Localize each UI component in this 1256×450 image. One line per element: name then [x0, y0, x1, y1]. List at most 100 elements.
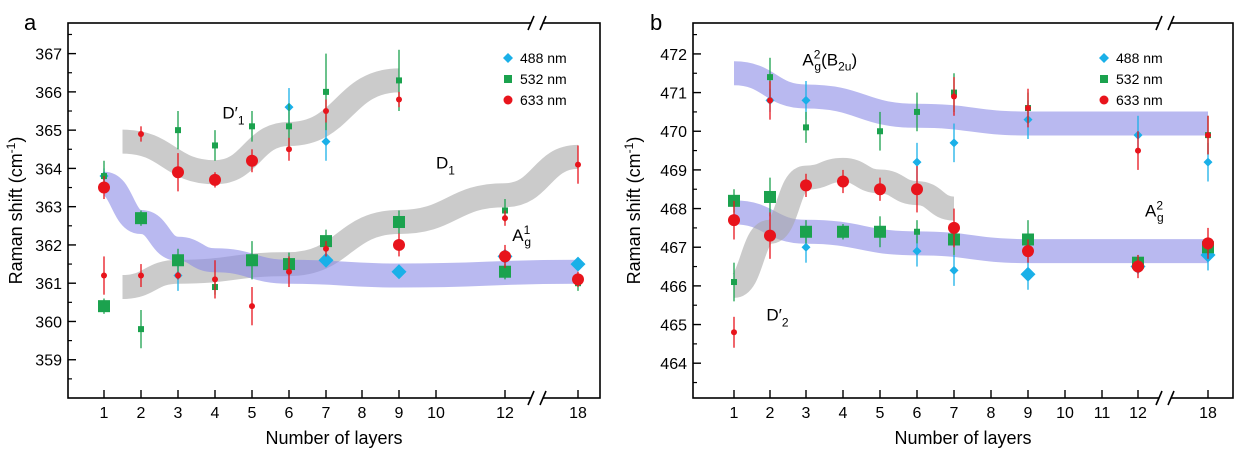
annotation-A2gB2u: A2 g(B2u) [802, 48, 857, 74]
legend-marker [1100, 75, 1108, 83]
x-tick-label: 9 [395, 405, 404, 422]
x-tick-label: 2 [137, 405, 146, 422]
data-point [323, 88, 329, 95]
legend-label: 488 nm [520, 50, 567, 66]
data-point [246, 154, 258, 167]
y-tick-label: 471 [660, 86, 687, 103]
annotation-A1g: A1 g [512, 223, 531, 249]
y-tick-label: 470 [660, 124, 687, 141]
data-point [800, 225, 812, 238]
data-point [172, 166, 184, 179]
x-tick-label: 6 [913, 405, 922, 422]
data-point [212, 142, 218, 149]
legend-label: 532 nm [1116, 71, 1163, 87]
plot-frame [67, 22, 601, 399]
axis-break-mark [539, 390, 547, 406]
data-point [175, 272, 181, 279]
legend-marker [503, 95, 513, 105]
data-point [138, 130, 144, 137]
axis-break-mark [1155, 15, 1163, 31]
x-tick-label: 10 [1056, 405, 1074, 422]
x-tick-label: 8 [987, 405, 996, 422]
data-point [948, 221, 960, 234]
data-point [728, 214, 740, 227]
data-point [499, 250, 511, 263]
data-point [396, 96, 402, 103]
data-point [764, 229, 776, 242]
data-point [138, 326, 144, 333]
x-tick-label: 9 [1024, 405, 1033, 422]
y-tick-label: 360 [35, 314, 62, 331]
data-point [731, 279, 737, 286]
y-tick-label: 365 [35, 123, 62, 140]
annotation-A2g: A2 g [1145, 198, 1164, 224]
data-point [949, 265, 959, 275]
series-633-nm [98, 91, 584, 326]
data-point [949, 138, 959, 148]
legend-label: 488 nm [1116, 50, 1163, 66]
data-point [321, 137, 331, 147]
guide-band-0-0 [121, 68, 400, 185]
axis-break-mark [1167, 15, 1175, 31]
x-tick-label: 6 [285, 405, 294, 422]
data-point [801, 95, 811, 105]
data-point [98, 181, 110, 194]
axis-break-mark [527, 15, 535, 31]
x-tick-label: 1 [730, 405, 739, 422]
data-point [800, 179, 812, 192]
data-point [1203, 157, 1213, 167]
data-point [914, 228, 920, 235]
x-tick-label: 18 [1199, 405, 1217, 422]
x-tick-label: 10 [427, 405, 445, 422]
plot-frame [692, 22, 1234, 399]
data-point [212, 276, 218, 283]
y-tick-label: 467 [660, 240, 687, 257]
data-point [391, 264, 407, 280]
data-point [1020, 266, 1036, 282]
data-point [801, 242, 811, 252]
y-tick-label: 361 [35, 276, 62, 293]
data-point [393, 238, 405, 251]
data-point [323, 108, 329, 115]
data-point [1202, 237, 1214, 250]
x-tick-label: 3 [174, 405, 183, 422]
data-point [837, 175, 849, 188]
y-tick-label: 469 [660, 163, 687, 180]
data-point [837, 225, 849, 238]
data-point [209, 173, 221, 186]
data-point [912, 157, 922, 167]
data-point [393, 215, 405, 228]
axis-break-gap [531, 395, 543, 401]
data-point [138, 272, 144, 279]
data-point [318, 252, 334, 268]
legend-marker [503, 53, 513, 63]
axis-break-mark [1155, 390, 1163, 406]
y-tick-label: 465 [660, 318, 687, 335]
panel-letter: a [24, 10, 37, 35]
data-point [101, 272, 107, 279]
data-point [1135, 147, 1141, 154]
data-point [135, 212, 147, 225]
x-tick-label: 8 [358, 405, 367, 422]
data-point [767, 74, 773, 81]
y-tick-label: 362 [35, 238, 62, 255]
legend: 488 nm 532 nm 633 nm [503, 50, 567, 108]
data-point [249, 303, 255, 310]
data-point [911, 183, 923, 196]
data-point [499, 265, 511, 278]
series-633-nm [728, 77, 1214, 348]
data-point [246, 254, 258, 267]
y-tick-label: 367 [35, 47, 62, 64]
data-point [764, 190, 776, 203]
data-point [1205, 132, 1211, 139]
data-point [874, 183, 886, 196]
data-point [286, 123, 292, 130]
x-axis-title: Number of layers [265, 428, 402, 448]
data-point [286, 146, 292, 153]
x-tick-label: 12 [1129, 405, 1147, 422]
axis-break-mark [527, 390, 535, 406]
data-point [502, 215, 508, 222]
data-point [249, 123, 255, 130]
data-point [1025, 105, 1031, 112]
